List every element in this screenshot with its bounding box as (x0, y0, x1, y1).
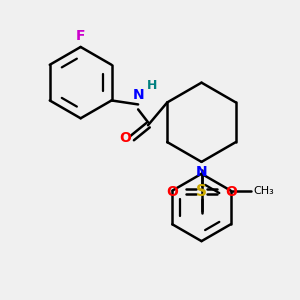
Text: CH₃: CH₃ (254, 186, 274, 196)
Text: O: O (225, 184, 237, 199)
Text: N: N (196, 165, 207, 179)
Text: N: N (132, 88, 144, 102)
Text: H: H (147, 79, 157, 92)
Text: O: O (119, 131, 131, 145)
Text: S: S (196, 184, 207, 199)
Text: F: F (76, 29, 86, 43)
Text: O: O (166, 184, 178, 199)
